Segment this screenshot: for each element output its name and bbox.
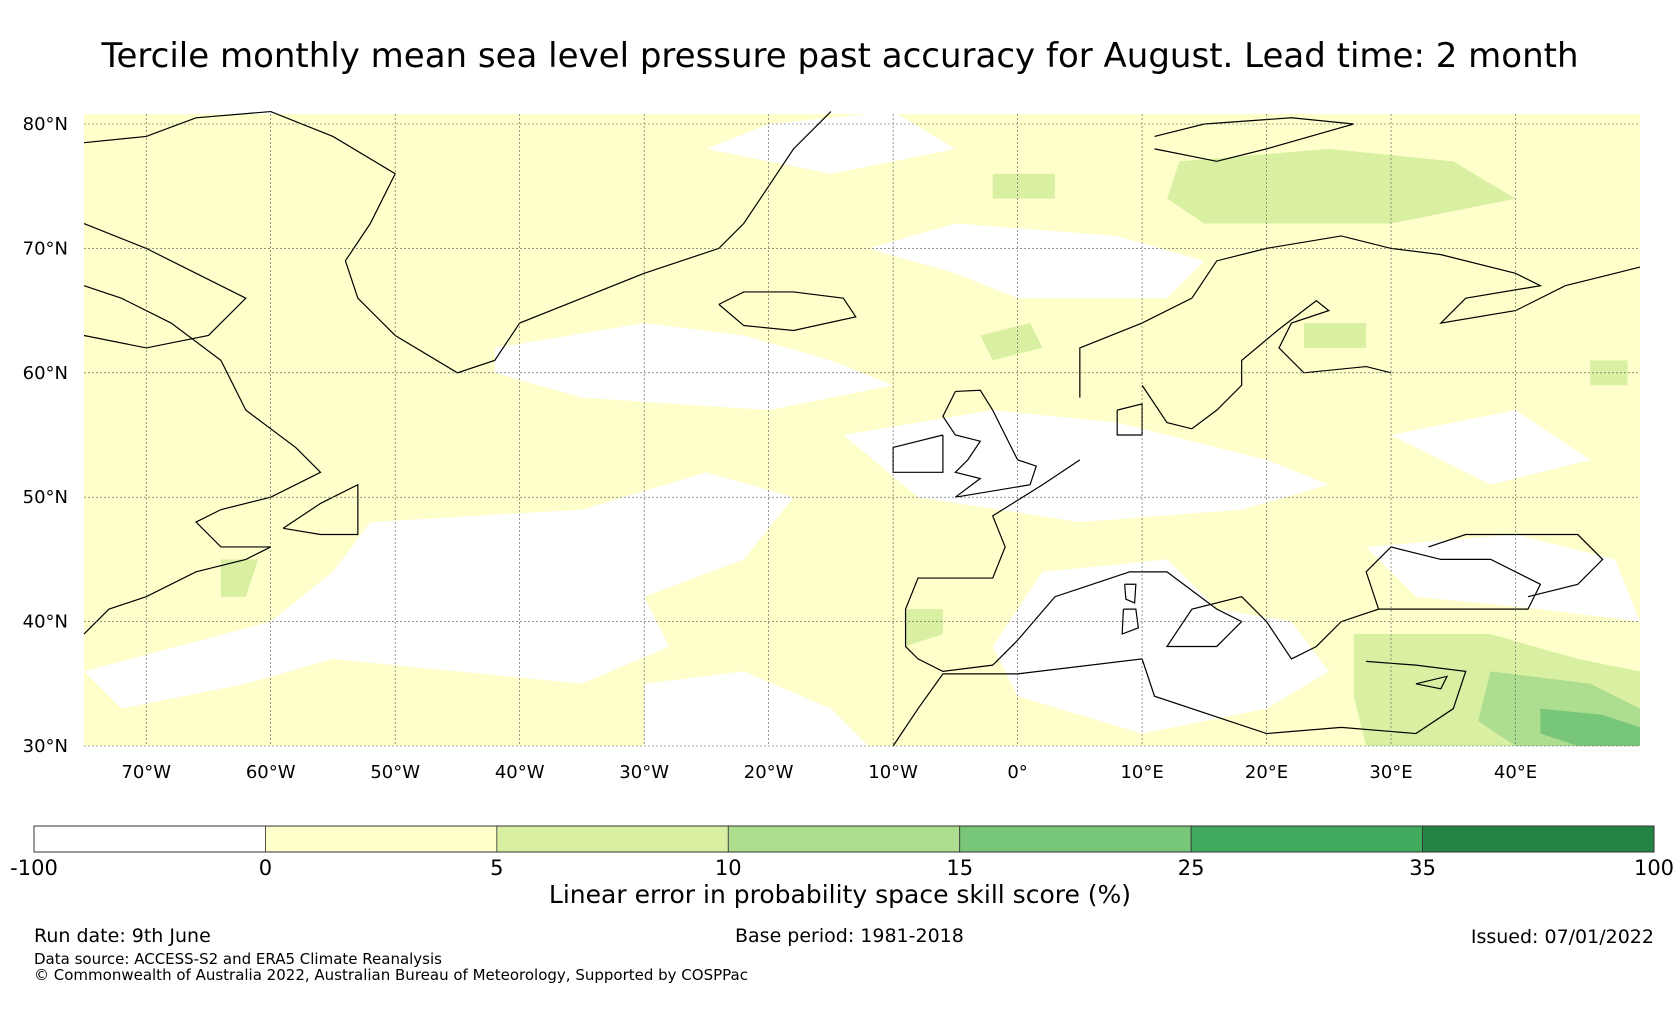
coastline-13 [1428,533,1604,598]
graticule [84,114,1640,747]
colorbar-tick: 25 [1178,856,1205,880]
colorbar-segment-0 [33,825,266,853]
lon-label: 60°W [246,762,296,783]
coastline-6 [892,434,944,473]
colorbar-segment-3 [727,825,961,853]
coastline-9 [1079,235,1641,398]
colorbar-tick: 10 [715,856,742,880]
coastline-10 [1141,299,1392,430]
issued-date: Issued: 07/01/2022 [1470,926,1654,948]
field-positive-4 [980,323,1043,361]
field-negative-2 [494,323,894,411]
lon-label: 0° [1007,762,1027,783]
lon-label: 30°E [1369,762,1412,783]
colorbar-tick: 15 [946,856,973,880]
colorbar-segment-6 [1422,825,1655,853]
coastline-5 [942,389,1038,498]
field-negative-1 [644,671,869,746]
lat-label: 50°N [23,487,68,508]
field-positive-6 [992,173,1055,199]
field-positive-5 [905,609,943,647]
colorbar-label: Linear error in probability space skill … [548,880,1132,909]
coastline-4 [718,291,857,332]
field-positive-9 [220,559,259,597]
field-negative-3 [868,223,1205,299]
data-source: Data source: ACCESS-S2 and ERA5 Climate … [34,950,442,968]
field-negative-7 [1366,534,1640,622]
colorbar-segment-5 [1190,825,1423,853]
field-negative-0 [84,472,794,709]
coastline-1 [83,285,322,635]
colorbar-tick: 5 [490,856,503,880]
lon-label: 50°W [370,762,420,783]
colorbar: -100 0 5 10 15 25 35 100 [10,825,1674,880]
lon-label: 70°W [121,762,171,783]
coastline-14 [1415,675,1449,690]
lat-label: 40°N [23,612,68,633]
coastline-0 [83,110,832,374]
lon-label: 30°W [619,762,669,783]
lon-label: 40°W [495,762,545,783]
lon-label: 10°W [868,762,918,783]
field-negative-6 [992,559,1329,734]
skill-field [84,111,1640,746]
field-positive-0 [1166,148,1516,224]
lon-label: 10°E [1120,762,1163,783]
coastline-3 [282,483,359,536]
base-period: Base period: 1981-2018 [735,925,964,947]
coastline-15 [1121,608,1140,635]
colorbar-tick: 35 [1409,856,1436,880]
chart-title: Tercile monthly mean sea level pressure … [101,36,1579,76]
colorbar-tick: 0 [259,856,272,880]
field-negative-8 [1391,410,1591,485]
run-date: Run date: 9th June [34,925,211,947]
lon-label: 20°E [1245,762,1288,783]
field-negative-5 [843,410,1329,523]
colorbar-segment-1 [265,825,498,853]
coastlines [83,110,1641,747]
colorbar-segment-4 [959,825,1192,853]
lon-labels: 70°W 60°W 50°W 40°W 30°W 20°W 10°W 0° 10°E 20°E 30… [121,762,1537,783]
lat-label: 70°N [23,238,68,259]
colorbar-segment-2 [496,825,729,853]
lat-labels: 80°N 70°N 60°N 50°N 40°N 30°N [23,114,68,757]
copyright: © Commonwealth of Australia 2022, Austra… [34,966,748,984]
lat-label: 60°N [23,363,68,384]
colorbar-tick: -100 [10,856,58,880]
coastline-16 [1124,583,1137,604]
field-positive-3 [1540,708,1640,746]
field-positive-7 [1303,323,1367,348]
coastline-8 [892,658,1467,747]
lon-label: 40°E [1494,762,1537,783]
lat-label: 30°N [23,736,68,757]
colorbar-tick: 100 [1634,856,1674,880]
colorbar-frame [33,825,1655,853]
lat-label: 80°N [23,114,68,135]
lon-label: 20°W [744,762,794,783]
